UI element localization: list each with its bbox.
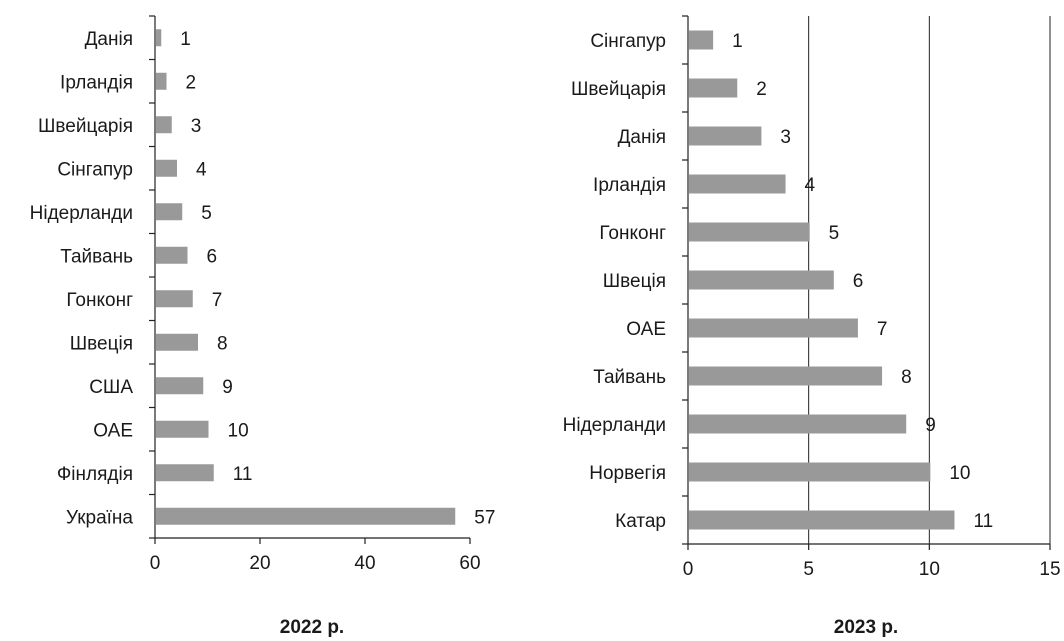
bar [689,222,810,242]
chart-2022: Данія 1 Ірландія 2 Швейцарія 3 Сінгапур 4 Нідерл… [30,15,495,638]
bar [156,290,193,308]
value-label: 9 [925,415,936,436]
bar [156,203,183,221]
bar [689,30,714,50]
category-label: Швеція [603,271,666,292]
bar [156,377,204,395]
chart-2023: Сінгапур 1 Швейцарія 2 Данія 3 Ірландія 4 Гонкон… [563,15,1061,638]
bar [156,116,172,134]
category-label: Норвегія [589,463,666,484]
tick-label: 5 [803,559,814,580]
bar [689,510,955,530]
value-label: 7 [877,319,888,340]
value-label: 1 [732,31,743,52]
bar [156,507,456,525]
value-label: 3 [780,127,791,148]
value-label: 2 [186,72,197,93]
value-label: 7 [212,290,223,311]
bar [156,246,188,264]
category-label: ОАЕ [626,319,666,340]
category-label: Гонконг [66,290,133,311]
category-label: Нідерланди [30,203,133,224]
value-label: 8 [901,367,912,388]
tick-label: 10 [919,559,940,580]
category-label: ОАЕ [93,420,133,441]
bar [156,72,167,90]
category-label: Тайвань [60,246,133,267]
value-label: 8 [217,333,228,354]
category-label: Ірландія [593,175,666,196]
bar [689,366,883,386]
category-label: Данія [85,29,133,50]
tick-label: 60 [459,553,480,574]
tick-label: 40 [354,553,375,574]
value-label: 57 [474,507,495,528]
value-label: 10 [949,463,970,484]
category-label: Фінлядія [57,464,133,485]
value-label: 11 [233,464,253,485]
category-label: Сінгапур [590,31,666,52]
value-label: 11 [973,511,993,532]
category-label: Україна [66,507,133,528]
category-label: Гонконг [599,223,666,244]
tick-label: 15 [1039,559,1060,580]
category-label: Ірландія [60,72,133,93]
value-label: 5 [201,203,212,224]
value-label: 1 [180,29,191,50]
category-label: Сінгапур [57,159,133,180]
bar [156,333,198,351]
bar [689,462,931,482]
category-label: Тайвань [593,367,666,388]
value-label: 2 [756,79,767,100]
value-label: 10 [228,420,249,441]
value-label: 6 [853,271,864,292]
value-label: 5 [829,223,840,244]
tick-label: 0 [683,559,694,580]
bar [689,78,738,98]
value-label: 4 [196,159,207,180]
chart-caption: 2022 р. [280,617,344,638]
bar [689,174,786,194]
category-label: Нідерланди [563,415,666,436]
category-label: США [89,377,133,398]
chart-caption: 2023 р. [834,617,898,638]
bar [156,159,177,177]
value-label: 6 [207,246,218,267]
value-label: 3 [191,116,202,137]
category-label: Катар [615,511,666,532]
bar [689,414,907,434]
value-label: 9 [222,377,233,398]
value-label: 4 [805,175,816,196]
bar [156,420,209,438]
category-label: Швейцарія [38,116,133,137]
bar [689,270,834,290]
bar [156,29,162,47]
tick-label: 0 [150,553,161,574]
tick-label: 20 [249,553,270,574]
bar [689,318,858,338]
bar [689,126,762,146]
category-label: Швеція [70,333,133,354]
category-label: Швейцарія [571,79,666,100]
bar [156,464,214,482]
category-label: Данія [618,127,666,148]
